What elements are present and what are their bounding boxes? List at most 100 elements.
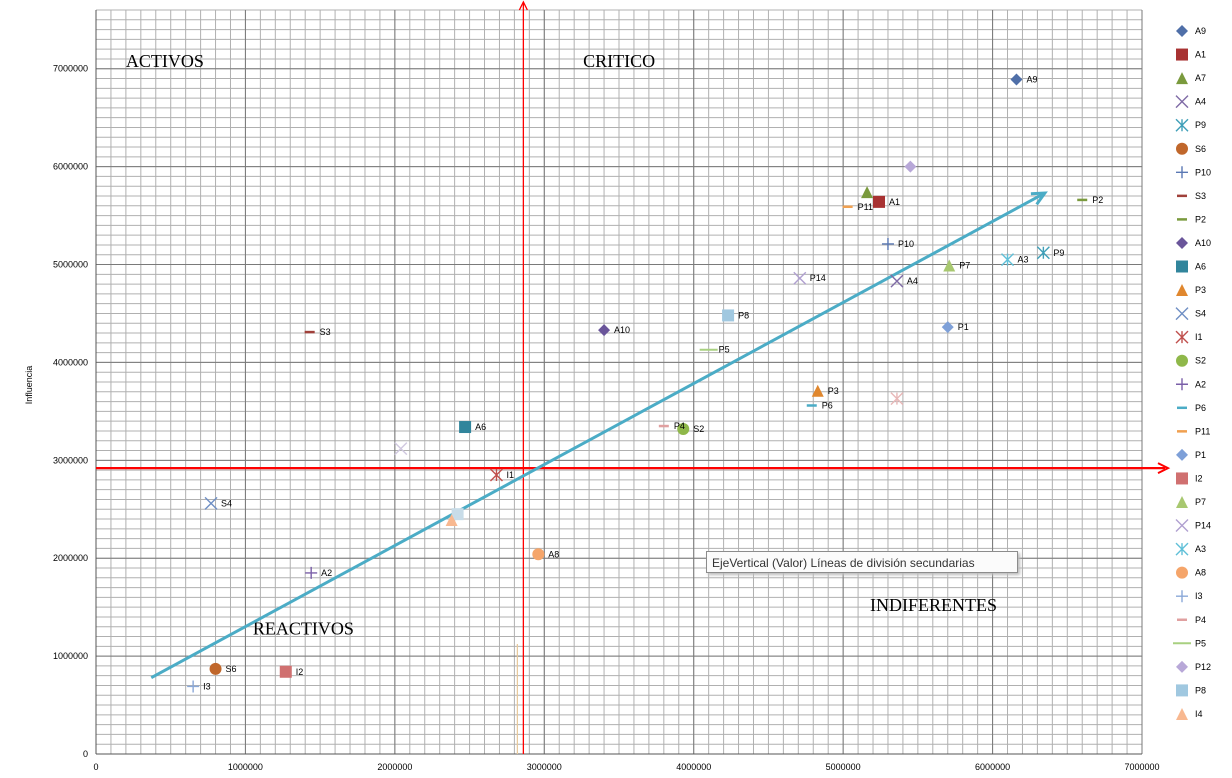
- point-a1: [873, 195, 886, 208]
- legend-label-p4: P4: [1195, 615, 1206, 625]
- legend-label-p9: P9: [1195, 120, 1206, 130]
- legend-label-p10: P10: [1195, 167, 1211, 177]
- point-label-i2: I2: [296, 667, 304, 677]
- faint-point: [451, 508, 464, 521]
- legend-label-a3: A3: [1195, 544, 1206, 554]
- y-axis-label: Influencia: [24, 366, 34, 405]
- y-tick-label: 2000000: [53, 553, 88, 563]
- point-p7: [943, 259, 956, 272]
- point-a10: [598, 324, 611, 337]
- point-label-a2: A2: [321, 568, 332, 578]
- point-label-s6: S6: [226, 664, 237, 674]
- point-label-a8: A8: [548, 549, 559, 559]
- point-label-a1: A1: [889, 197, 900, 207]
- legend-marker-p14: [1175, 519, 1189, 533]
- legend-label-a9: A9: [1195, 26, 1206, 36]
- faint-point: [890, 392, 904, 406]
- point-label-a10: A10: [614, 325, 630, 335]
- point-label-p4: P4: [674, 421, 685, 431]
- point-a8: [532, 548, 545, 561]
- legend-label-p14: P14: [1195, 521, 1211, 531]
- trend-line: [150, 191, 1048, 679]
- point-label-a9: A9: [1026, 75, 1037, 85]
- point-label-p11: P11: [858, 202, 873, 212]
- point-label-s2: S2: [693, 424, 704, 434]
- legend: A9 A1 A7 A4 P9 S6 P10 S3 P2 A10 A6 P3 S4 I1 S2 A2 P6 P11 P…: [1173, 25, 1211, 720]
- point-a7: [861, 186, 874, 199]
- point-p12: [904, 160, 917, 173]
- gridline-tooltip: EjeVertical (Valor) Líneas de división s…: [706, 551, 1018, 573]
- legend-marker-a4: [1175, 95, 1189, 109]
- legend-label-p2: P2: [1195, 214, 1206, 224]
- legend-marker-p7: [1176, 496, 1188, 508]
- point-label-a6: A6: [475, 422, 486, 432]
- horizontal-threshold-arrow: [1157, 462, 1171, 475]
- legend-label-a6: A6: [1195, 262, 1206, 272]
- legend-marker-p8: [1176, 684, 1188, 697]
- legend-marker-p10: [1176, 166, 1188, 179]
- quadrant-label: REACTIVOS: [253, 619, 354, 639]
- threshold-lines: [96, 0, 1171, 754]
- data-points: A9 A1 A4 P9 S6 P10 S3 P2 A10 A6 P3 S4 I1 S2 A2 P6 P11 P1 I…: [187, 73, 1103, 693]
- x-tick-label: 2000000: [377, 762, 412, 772]
- legend-label-a10: A10: [1195, 238, 1211, 248]
- legend-label-a2: A2: [1195, 379, 1206, 389]
- point-s6: [209, 662, 222, 675]
- legend-marker-a7: [1176, 72, 1188, 85]
- trend-arrow-head: [1030, 191, 1048, 206]
- point-label-p1: P1: [958, 322, 969, 332]
- grid-lines: [95, 9, 1143, 755]
- legend-marker-a8: [1176, 566, 1188, 579]
- point-a9: [1010, 73, 1023, 86]
- point-label-p14: P14: [810, 273, 826, 283]
- point-i3: [187, 680, 200, 693]
- point-label-p8: P8: [738, 310, 749, 320]
- legend-marker-a2: [1176, 378, 1188, 391]
- vertical-threshold-arrow: [518, 0, 528, 11]
- legend-marker-i4: [1176, 707, 1188, 720]
- point-p10: [881, 237, 894, 250]
- legend-label-p12: P12: [1195, 662, 1211, 672]
- y-tick-label: 7000000: [53, 64, 88, 74]
- point-a3: [1001, 253, 1015, 267]
- legend-marker-p12: [1176, 660, 1188, 673]
- legend-marker-a9: [1176, 25, 1188, 37]
- point-label-a3: A3: [1018, 255, 1029, 265]
- legend-label-p3: P3: [1195, 285, 1206, 295]
- legend-label-i4: I4: [1195, 709, 1203, 719]
- point-label-s3: S3: [320, 327, 331, 337]
- point-label-p3: P3: [828, 386, 839, 396]
- point-a4: [890, 274, 904, 288]
- point-label-p7: P7: [959, 261, 970, 271]
- point-label-i3: I3: [203, 681, 211, 691]
- y-tick-label: 6000000: [53, 162, 88, 172]
- x-tick-label: 0: [93, 762, 98, 772]
- legend-label-s4: S4: [1195, 309, 1206, 319]
- quadrant-label: CRITICO: [583, 51, 655, 71]
- legend-marker-s6: [1176, 142, 1188, 155]
- x-tick-label: 3000000: [527, 762, 562, 772]
- legend-marker-s4: [1175, 307, 1189, 321]
- point-label-p5: P5: [719, 345, 730, 355]
- legend-label-i3: I3: [1195, 591, 1203, 601]
- legend-marker-a1: [1176, 48, 1188, 61]
- legend-label-s3: S3: [1195, 191, 1206, 201]
- y-tick-label: 1000000: [53, 651, 88, 661]
- legend-label-a8: A8: [1195, 568, 1206, 578]
- legend-marker-p9: [1175, 118, 1189, 132]
- x-tick-label: 1000000: [228, 762, 263, 772]
- point-label-a4: A4: [907, 276, 918, 286]
- x-tick-label: 5000000: [826, 762, 861, 772]
- tick-labels: 0 1000000 2000000 3000000 4000000 5000000 6000…: [53, 64, 1160, 772]
- legend-label-p11: P11: [1195, 426, 1210, 436]
- x-tick-label: 7000000: [1124, 762, 1159, 772]
- point-p8: [722, 309, 735, 322]
- point-a2: [305, 566, 318, 579]
- point-p9: [1036, 246, 1050, 260]
- quadrant-label: INDIFERENTES: [870, 595, 997, 615]
- point-s4: [204, 496, 218, 510]
- point-i2: [279, 665, 292, 678]
- legend-label-i2: I2: [1195, 473, 1203, 483]
- legend-label-p1: P1: [1195, 450, 1206, 460]
- legend-marker-p1: [1176, 448, 1188, 461]
